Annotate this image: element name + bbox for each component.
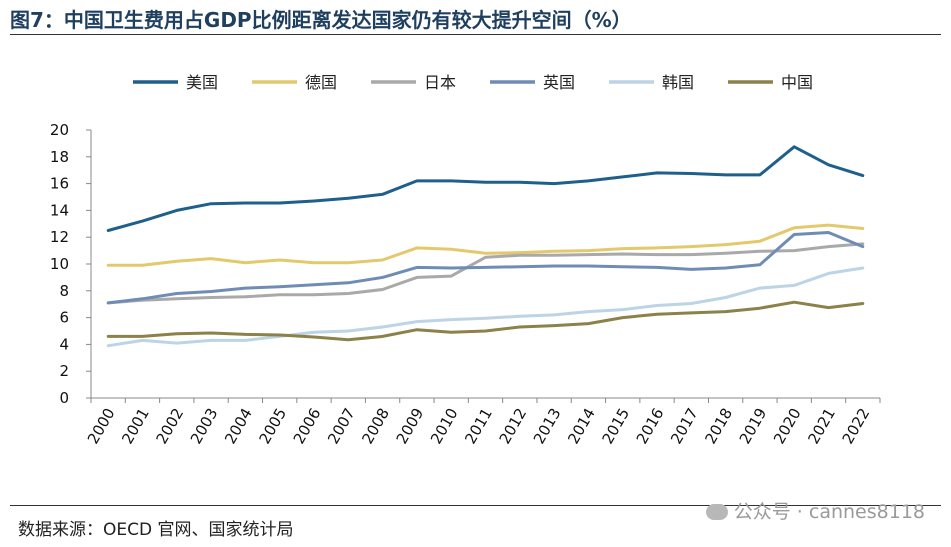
source-note: 数据来源：OECD 官网、国家统计局 xyxy=(18,520,294,540)
y-tick-label: 8 xyxy=(59,282,69,300)
series-line-3 xyxy=(106,242,865,305)
watermark-text: 公众号 · cannes8118 xyxy=(733,501,925,523)
series-line-4 xyxy=(106,231,865,305)
x-tick-label: 2014 xyxy=(564,405,599,447)
series-lines xyxy=(106,145,865,348)
series-line-2 xyxy=(106,223,865,267)
y-tick-label: 16 xyxy=(50,175,69,193)
x-tick-label: 2012 xyxy=(496,405,531,447)
series-line-1 xyxy=(106,145,865,232)
x-tick-label: 2021 xyxy=(804,405,839,447)
legend-label-6: 中国 xyxy=(781,73,813,92)
x-tick-label: 2004 xyxy=(221,405,256,447)
series-line-6 xyxy=(106,300,865,342)
x-tick-label: 2008 xyxy=(358,405,393,447)
chart-title: 图7：中国卫生费用占GDP比例距离发达国家仍有较大提升空间（%） xyxy=(10,8,632,32)
x-tick-label: 2001 xyxy=(118,405,153,447)
x-tick-label: 2017 xyxy=(667,405,702,447)
x-tick-label: 2011 xyxy=(461,405,496,447)
x-tick-label: 2019 xyxy=(736,405,771,447)
watermark: 公众号 · cannes8118 xyxy=(705,497,925,524)
series-line-5 xyxy=(106,266,865,348)
y-tick-label: 10 xyxy=(50,255,69,273)
y-tick-label: 6 xyxy=(59,309,69,327)
legend-label-4: 英国 xyxy=(543,73,575,92)
x-tick-label: 2022 xyxy=(839,405,874,447)
x-tick-label: 2013 xyxy=(530,405,565,447)
legend: 美国 德国 日本 英国 韩国 中国 xyxy=(133,73,813,92)
y-tick-label: 14 xyxy=(50,201,69,219)
x-tick-label: 2000 xyxy=(84,405,119,447)
x-tick-label: 2005 xyxy=(255,405,290,447)
x-tick-label: 2015 xyxy=(598,405,633,447)
x-tick-label: 2018 xyxy=(701,405,736,447)
x-tick-label: 2010 xyxy=(427,405,462,447)
x-tick-label: 2009 xyxy=(393,405,428,447)
x-tick-label: 2020 xyxy=(770,405,805,447)
legend-label-2: 德国 xyxy=(305,73,337,92)
legend-label-5: 韩国 xyxy=(662,73,694,92)
x-tick-label: 2016 xyxy=(633,405,668,447)
top-rule xyxy=(10,34,941,35)
legend-label-1: 美国 xyxy=(186,73,218,92)
y-tick-label: 20 xyxy=(50,121,69,139)
x-tick-label: 2002 xyxy=(153,405,188,447)
x-tick-label: 2007 xyxy=(324,405,359,447)
y-tick-label: 4 xyxy=(59,335,69,353)
legend-label-3: 日本 xyxy=(424,73,456,92)
wechat-icon xyxy=(705,504,728,520)
y-tick-label: 2 xyxy=(59,362,69,380)
x-tick-label: 2006 xyxy=(290,405,325,447)
y-tick-label: 18 xyxy=(50,148,69,166)
y-tick-label: 0 xyxy=(59,389,69,407)
bottom-rule xyxy=(10,505,941,506)
x-tick-label: 2003 xyxy=(187,405,222,447)
y-tick-label: 12 xyxy=(50,228,69,246)
